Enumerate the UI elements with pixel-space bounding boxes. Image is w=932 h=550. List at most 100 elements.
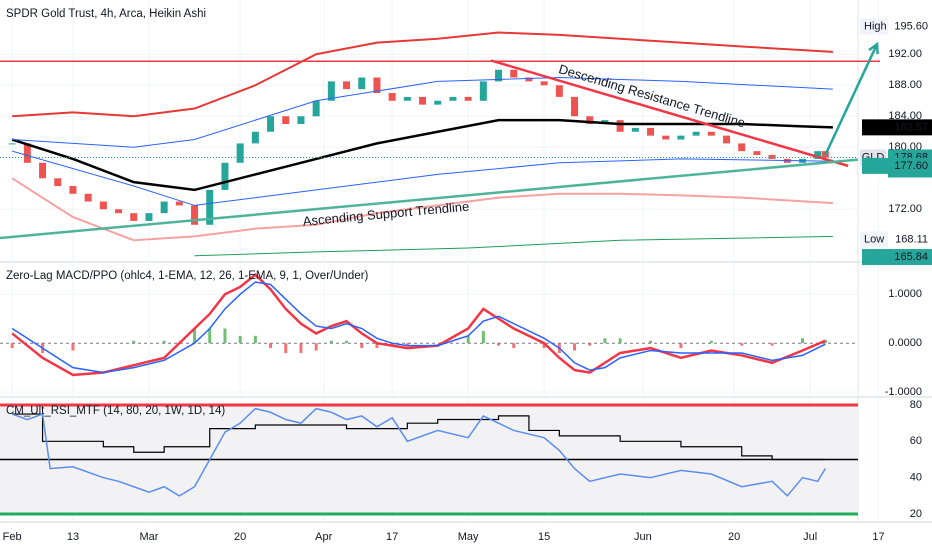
- candle: [631, 127, 639, 132]
- trendline: [0, 158, 859, 240]
- x-tick-label: 17: [386, 531, 398, 543]
- histogram-bar: [770, 343, 774, 346]
- candle: [297, 116, 305, 125]
- candle: [449, 96, 457, 101]
- histogram-bar: [162, 340, 166, 344]
- candle: [510, 69, 518, 78]
- series-line: [12, 150, 833, 206]
- candle: [723, 135, 731, 144]
- histogram-bar: [603, 338, 607, 344]
- candle: [540, 81, 548, 86]
- histogram-bar: [238, 335, 242, 344]
- y-tick-label: 0.0000: [888, 337, 922, 349]
- candle: [99, 201, 107, 210]
- histogram-bar: [740, 343, 744, 346]
- candle: [403, 96, 411, 101]
- candle: [479, 81, 487, 101]
- candle: [814, 151, 822, 159]
- series-line: [11, 273, 826, 377]
- price-tag: [862, 119, 932, 136]
- candle: [677, 135, 685, 140]
- candle: [312, 100, 320, 117]
- candle: [145, 213, 153, 221]
- histogram-bar: [10, 343, 14, 349]
- x-tick-label: Mar: [139, 531, 158, 543]
- y-tick-label: 80: [910, 399, 922, 411]
- y-tick-label: 40: [910, 472, 922, 484]
- price-tag-label: 168.11: [895, 233, 928, 245]
- histogram-bar: [375, 343, 379, 349]
- y-tick-label: -1.0000: [885, 386, 922, 398]
- candle: [647, 127, 655, 136]
- histogram-bar: [801, 338, 805, 344]
- pane-title: CM_Ult_RSI_MTF (14, 80, 20, 1W, 1D, 14): [6, 405, 225, 417]
- candle: [191, 205, 199, 225]
- price-tag-label: 177.60: [894, 160, 928, 172]
- price-tag-label: 182.57: [894, 121, 928, 133]
- pane: [0, 273, 858, 393]
- histogram-bar: [269, 343, 273, 349]
- x-tick-label: 13: [67, 531, 79, 543]
- candle: [267, 116, 275, 132]
- candle: [84, 193, 92, 202]
- series-line: [12, 413, 826, 461]
- series-line: [824, 43, 879, 156]
- candle: [738, 143, 746, 152]
- x-tick-label: Jun: [634, 531, 652, 543]
- series-line: [194, 235, 833, 257]
- histogram-bar: [405, 343, 409, 346]
- series-line: [11, 407, 826, 497]
- x-tick-label: 17: [872, 531, 884, 543]
- candle: [571, 96, 579, 117]
- x-tick-label: Feb: [3, 531, 22, 543]
- candle: [251, 131, 259, 144]
- y-tick-label: 184.00: [888, 110, 922, 122]
- histogram-bar: [649, 340, 653, 344]
- series-line: [11, 281, 826, 374]
- candle: [8, 143, 16, 145]
- pane: [0, 31, 880, 257]
- candle: [327, 81, 335, 101]
- histogram-bar: [299, 343, 303, 353]
- pane-title: SPDR Gold Trust, 4h, Arca, Heikin Ashi: [6, 8, 206, 20]
- y-tick-label: 192.00: [888, 48, 922, 60]
- histogram-bar: [497, 343, 501, 346]
- candle: [388, 93, 396, 101]
- candle: [39, 162, 47, 179]
- candle: [282, 116, 290, 125]
- histogram-bar: [193, 328, 197, 344]
- candle: [206, 189, 214, 225]
- x-tick-label: Jul: [803, 531, 817, 543]
- histogram-bar: [360, 343, 364, 349]
- histogram-bar: [253, 335, 257, 344]
- candle: [586, 116, 594, 125]
- histogram-bar: [512, 343, 516, 349]
- pane: [0, 403, 858, 516]
- price-tag-label: 195.60: [894, 20, 928, 32]
- candle: [419, 96, 427, 105]
- candle: [707, 131, 715, 136]
- candle: [616, 120, 624, 132]
- x-tick-label: 20: [234, 531, 246, 543]
- y-tick-label: 1.0000: [888, 288, 922, 300]
- histogram-bar: [329, 340, 333, 344]
- candle: [662, 135, 670, 140]
- candle: [692, 131, 700, 136]
- candle: [525, 77, 533, 82]
- candle: [115, 209, 123, 214]
- histogram-bar: [208, 328, 212, 344]
- candle: [464, 96, 472, 101]
- histogram-bar: [573, 343, 577, 351]
- series-line: [12, 77, 833, 148]
- pane-title: Zero-Lag MACD/PPO (ohlc4, 1-EMA, 12, 26,…: [6, 270, 369, 282]
- histogram-bar: [223, 328, 227, 344]
- candle: [495, 69, 503, 82]
- tag-name: High: [864, 20, 887, 32]
- candle: [358, 77, 366, 90]
- tag-name-box: [860, 231, 888, 248]
- price-tag: [862, 157, 932, 174]
- x-tick-label: May: [458, 531, 479, 543]
- tag-name-box: [860, 18, 888, 35]
- candle: [555, 85, 563, 97]
- x-tick-label: Apr: [315, 531, 332, 543]
